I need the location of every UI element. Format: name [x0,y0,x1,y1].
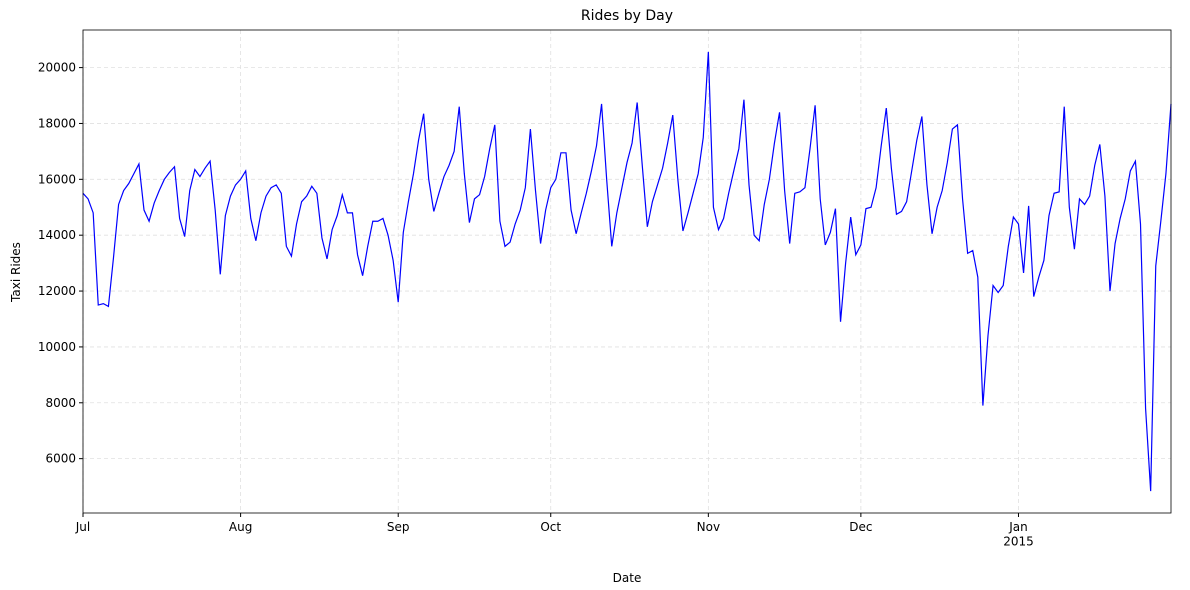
y-tick-label: 10000 [38,340,76,354]
y-tick-label: 18000 [38,116,76,130]
y-tick-label: 20000 [38,61,76,75]
x-tick-label: Oct [540,520,561,534]
x-tick-label: Aug [229,520,252,534]
y-tick-label: 12000 [38,284,76,298]
x-tick-label: Jul [75,520,90,534]
y-tick-label: 8000 [45,396,76,410]
x-tick-label: Nov [697,520,720,534]
x-tick-label: Jan 2015 [1003,520,1034,548]
data-line [82,51,1172,492]
chart-title: Rides by Day [581,8,673,24]
x-axis-label: Date [613,571,642,585]
y-tick-label: 14000 [38,228,76,242]
y-axis-label: Taxi Rides [9,242,23,303]
x-tick-label: Sep [387,520,410,534]
y-tick-label: 16000 [38,172,76,186]
y-tick-label: 6000 [45,452,76,466]
plot-frame [82,29,1172,514]
x-tick-label: Dec [849,520,872,534]
